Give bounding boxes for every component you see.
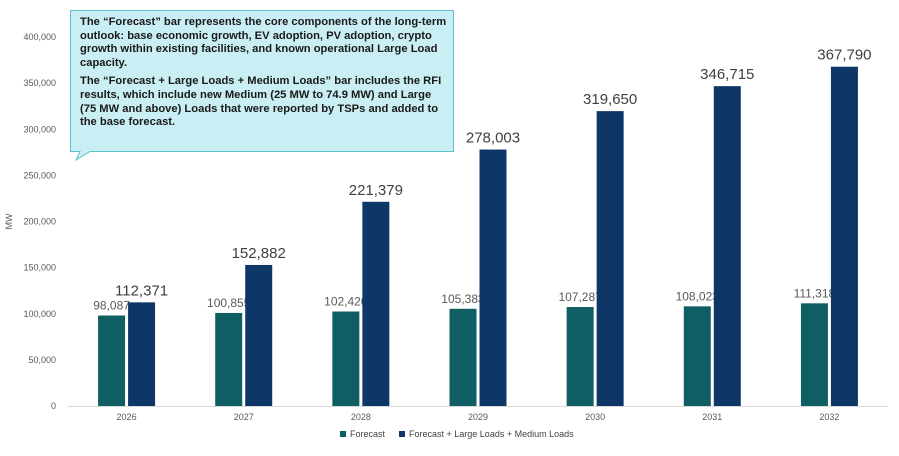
bar-forecast-large-medium-loads [479, 149, 507, 406]
y-tick-label: 200,000 [23, 217, 56, 227]
data-label-forecast-large-medium-loads: 367,790 [817, 47, 871, 64]
y-tick-label: 350,000 [23, 78, 56, 88]
callout-text: The “Forecast” bar represents the core c… [80, 16, 448, 135]
y-axis-ticks: 0 50,000 100,000 150,000 200,000 250,000 300,0… [23, 32, 56, 411]
bar-forecast-large-medium-loads [713, 86, 741, 407]
data-label-forecast-large-medium-loads: 221,379 [349, 182, 403, 199]
data-label-forecast: 111,318 [794, 286, 836, 300]
bar-forecast-large-medium-loads [830, 66, 858, 407]
data-label-forecast: 107,287 [558, 290, 602, 304]
callout-paragraph-rfi: The “Forecast + Large Loads + Medium Loa… [80, 75, 442, 129]
bar-forecast [98, 315, 126, 406]
callout-shape [70, 10, 454, 162]
y-tick-label: 50,000 [28, 355, 56, 365]
bar-forecast-large-medium-loads [245, 264, 273, 406]
y-tick-label: 100,000 [23, 309, 56, 319]
y-axis-label: MW [4, 213, 14, 229]
data-label-forecast-large-medium-loads: 112,371 [115, 282, 168, 299]
legend-swatch [340, 431, 346, 437]
legend-swatch [399, 431, 406, 437]
x-axis-ticks: 2026 2027 2028 2029 2030 2031 2032 [117, 412, 840, 422]
data-label-forecast: 102,420 [324, 295, 368, 309]
data-label-forecast: 108,023 [676, 289, 720, 303]
y-tick-label: 400,000 [23, 32, 56, 42]
bar-forecast [800, 303, 828, 406]
callout-paragraph-forecast: The “Forecast” bar represents the core c… [80, 16, 447, 69]
legend-label: Forecast + Large Loads + Medium Loads [409, 429, 574, 439]
bar-forecast-large-medium-loads [128, 302, 156, 406]
data-label-forecast: 105,383 [441, 292, 485, 306]
bar-forecast [215, 312, 243, 406]
bar-forecast [683, 306, 711, 406]
x-tick-label: 2026 [117, 412, 137, 422]
x-tick-label: 2028 [351, 412, 371, 422]
x-tick-label: 2029 [468, 412, 488, 422]
data-label-forecast: 98,087 [93, 299, 130, 313]
y-tick-label: 150,000 [23, 263, 56, 273]
bar-forecast-large-medium-loads [362, 201, 390, 406]
x-tick-label: 2030 [585, 412, 605, 422]
callout-bubble [70, 10, 454, 162]
bar-forecast-large-medium-loads [596, 111, 624, 407]
data-label-forecast-large-medium-loads: 319,650 [583, 91, 637, 108]
x-tick-label: 2032 [819, 412, 839, 422]
y-tick-label: 300,000 [23, 124, 56, 134]
x-tick-label: 2027 [234, 412, 254, 422]
data-label-forecast-large-medium-loads: 152,882 [232, 245, 286, 262]
bar-forecast [566, 307, 594, 406]
legend-label: Forecast [350, 429, 386, 439]
data-label-forecast-large-medium-loads: 346,715 [700, 66, 754, 83]
annotation-callout: The “Forecast” bar represents the core c… [70, 10, 454, 162]
data-label-forecast-large-medium-loads: 278,003 [466, 130, 520, 147]
bar-forecast [449, 308, 477, 406]
x-tick-label: 2031 [702, 412, 722, 422]
legend: Forecast Forecast + Large Loads + Medium … [340, 429, 574, 439]
data-label-forecast: 100,855 [207, 296, 251, 310]
y-tick-label: 0 [51, 401, 56, 411]
y-tick-label: 250,000 [23, 170, 56, 180]
bar-forecast [332, 311, 360, 406]
